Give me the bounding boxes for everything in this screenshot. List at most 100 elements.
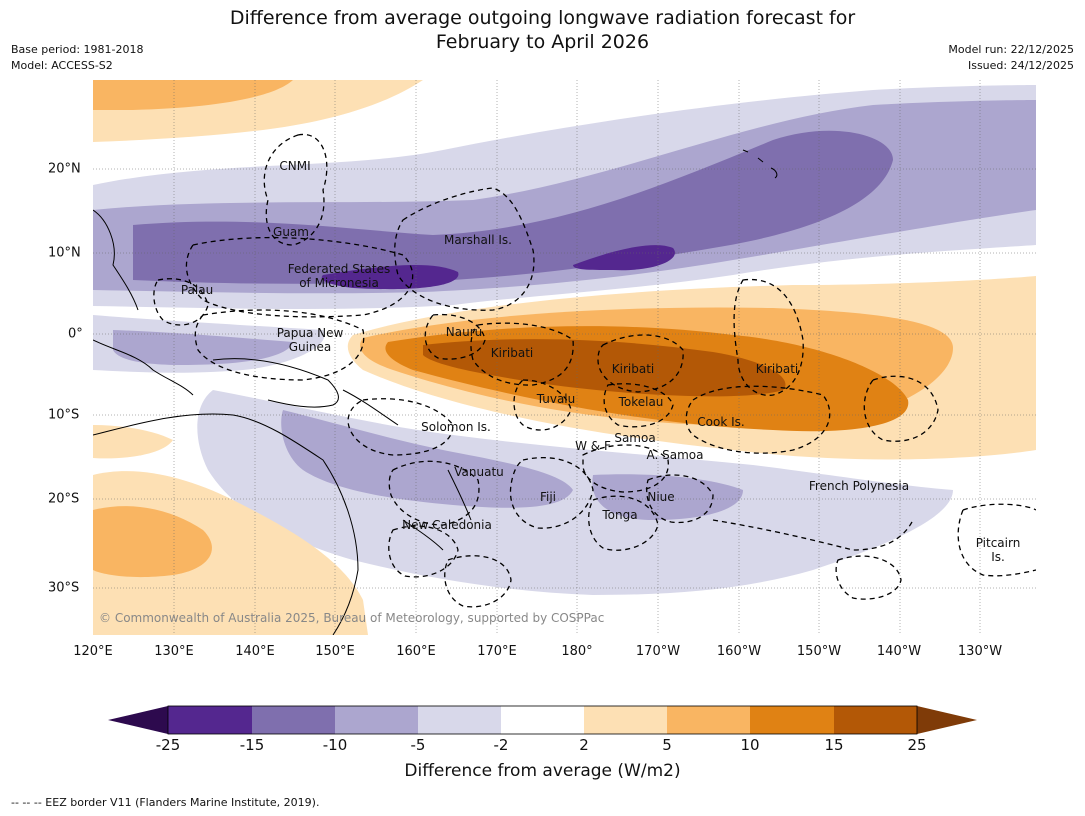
coast-philippines [93,209,139,311]
anomaly-neg-moderate-south-west [281,410,573,508]
copyright-notice: © Commonwealth of Australia 2025, Bureau… [99,611,605,625]
map-panel: CNMI Guam Marshall Is. Federated States … [93,80,1036,635]
coast-new-guinea [212,358,339,408]
eez-polynesia-south [712,519,914,551]
eez-fiji [509,456,594,529]
hawaii-islands [742,149,778,179]
eez-png [194,309,365,381]
label-kiribati-central: Kiribati [611,362,655,376]
eez-nauru [424,313,486,360]
colorbar-swatch-25-15 [168,706,252,734]
label-french-polynesia: French Polynesia [808,479,910,493]
anomaly-neg-core-central [573,245,675,271]
x-tick-120e: 120°E [73,644,113,659]
eez-solomon [347,398,454,456]
eez-polynesia-north [863,375,939,442]
colorbar-label-2: 2 [579,736,589,754]
model-name: Model: ACCESS-S2 [11,59,113,72]
label-palau: Palau [180,283,214,297]
coast-australia [93,413,359,635]
label-pitcairn-line1: Pitcairn [975,536,1021,550]
colorbar-label-5: 5 [662,736,672,754]
label-png-line1: Papua New [276,326,344,340]
eez-pitcairn [957,503,1036,577]
coastlines [93,209,472,635]
anomaly-neg-moderate-mc [113,330,293,365]
label-nauru: Nauru [445,325,483,339]
eez-vanuatu [388,460,480,526]
colorbar-label-15: 15 [824,736,844,754]
colorbar-swatch-lt-25 [108,706,168,734]
colorbar [108,705,977,735]
eez-tokelau [603,383,674,428]
colorbar-frame [167,705,918,735]
x-tick-150w: 150°W [796,644,842,659]
colorbar-swatch-5-2 [418,706,501,734]
x-tick-150e: 150°E [315,644,355,659]
colorbar-label-neg2: -2 [493,736,509,754]
label-tonga: Tonga [602,508,638,522]
coast-solomons [342,389,399,426]
colorbar-label-25: 25 [907,736,927,754]
colorbar-swatch-15-25 [834,706,917,734]
eez-new-caledonia [388,525,459,578]
eez-cnmi [263,133,328,246]
anomaly-pos-moderate-australia [93,506,212,578]
colorbar-label-neg25: -25 [155,736,181,754]
title-line-1: Difference from average outgoing longwav… [229,7,856,29]
coast-vanuatu [447,469,472,521]
graticule [93,80,1036,635]
eez-samoa [582,444,669,493]
label-american-samoa: A. Samoa [646,448,704,462]
eez-cook [685,385,831,454]
colorbar-swatch-2-5 [584,706,667,734]
y-tick-0: 0° [68,326,83,342]
label-tuvalu: Tuvalu [536,392,576,406]
label-niue: Niue [647,490,675,504]
colorbar-swatch-2-2 [501,706,584,734]
label-tokelau: Tokelau [618,395,664,409]
x-tick-160w: 160°W [716,644,762,659]
eez-norfolk [444,555,512,608]
coast-new-caledonia [402,519,444,551]
label-wf: W & F [575,439,611,453]
eez-fsm [185,236,414,318]
label-kiribati-west: Kiribati [490,346,534,360]
meta-right: Model run: 22/12/2025 Issued: 24/12/2025 [948,42,1074,74]
colorbar-title: Difference from average (W/m2) [404,761,681,781]
eez-footnote: -- -- -- EEZ border V11 (Flanders Marine… [11,796,320,809]
label-cook: Cook Is. [697,415,745,429]
x-tick-130w: 130°W [957,644,1003,659]
coast-indonesia [93,339,194,396]
base-period: Base period: 1981-2018 [11,43,144,56]
label-kiribati-east: Kiribati [755,362,799,376]
colorbar-label-10: 10 [740,736,760,754]
colorbar-swatch-5-10 [667,706,750,734]
label-samoa: Samoa [614,431,656,445]
eez-palau [153,278,209,326]
label-fsm-line1: Federated States [287,262,391,276]
y-tick-20s: 20°S [48,491,80,507]
colorbar-swatch-15-10 [252,706,335,734]
colorbar-label-neg15: -15 [239,736,265,754]
eez-kiribati-east [733,278,804,396]
y-tick-10n: 10°N [48,245,81,261]
anomaly-pos-core-eq [423,339,786,397]
label-marshall: Marshall Is. [444,233,512,247]
issued-date: Issued: 24/12/2025 [967,59,1074,72]
y-tick-10s: 10°S [48,407,80,423]
colorbar-swatch-10-15 [750,706,834,734]
map-canvas [93,80,1036,635]
chart-title: Difference from average outgoing longwav… [0,6,1085,54]
eez-tonga [588,495,659,551]
title-line-2: February to April 2026 [435,31,650,53]
y-tick-20n: 20°N [48,161,81,177]
anomaly-pos-weak-timor [93,425,173,459]
label-fiji: Fiji [539,490,557,504]
colorbar-label-neg5: -5 [410,736,426,754]
colorbar-swatch-10-5 [335,706,418,734]
x-tick-170w: 170°W [635,644,681,659]
colorbar-swatch-gt-25 [917,706,977,734]
meta-left: Base period: 1981-2018 Model: ACCESS-S2 [11,42,143,74]
label-cnmi: CNMI [279,159,311,173]
